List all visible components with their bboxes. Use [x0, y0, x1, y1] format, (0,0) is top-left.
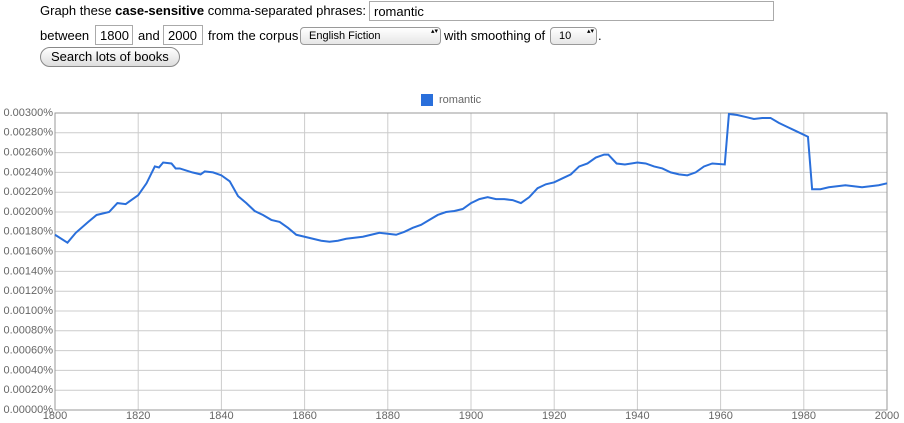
- search-button[interactable]: Search lots of books: [40, 47, 180, 67]
- label-text: between: [40, 28, 90, 43]
- y-tick-label: 0.00300%: [3, 107, 53, 119]
- end-year-input[interactable]: 2000: [163, 25, 203, 45]
- start-year-input[interactable]: 1800: [95, 25, 133, 45]
- y-tick-label: 0.00280%: [3, 127, 53, 139]
- label-text: with smoothing of: [444, 28, 546, 43]
- label-text: .: [598, 28, 602, 43]
- x-tick-label: 1820: [126, 410, 150, 422]
- legend-label: romantic: [439, 94, 482, 106]
- y-tick-label: 0.00220%: [3, 186, 53, 198]
- y-tick-label: 0.00020%: [3, 384, 53, 396]
- y-tick-label: 0.00200%: [3, 206, 53, 218]
- x-tick-label: 1880: [376, 410, 400, 422]
- label-bold: case-sensitive: [115, 3, 205, 18]
- x-tick-label: 1860: [292, 410, 316, 422]
- label-text: from the corpus: [208, 28, 299, 43]
- form-label: Graph these case-sensitive comma-separat…: [40, 1, 366, 21]
- smoothing-select[interactable]: 10: [550, 27, 597, 45]
- line: [54, 112, 888, 245]
- y-tick-label: 0.00040%: [3, 364, 53, 376]
- x-tick-label: 1900: [459, 410, 483, 422]
- corpus-select[interactable]: English Fiction: [300, 27, 441, 45]
- x-tick-label: 1960: [708, 410, 732, 422]
- y-tick-label: 0.00240%: [3, 166, 53, 178]
- x-tick-label: 1800: [43, 410, 67, 422]
- label-text: comma-separated phrases:: [207, 3, 366, 18]
- y-tick-label: 0.00180%: [3, 226, 53, 238]
- y-tick-label: 0.00260%: [3, 147, 53, 159]
- x-tick-label: 1980: [792, 410, 816, 422]
- legend-swatch: [421, 94, 433, 106]
- x-tick-label: 1940: [625, 410, 649, 422]
- y-tick-label: 0.00060%: [3, 345, 53, 357]
- y-tick-label: 0.00000%: [3, 404, 53, 416]
- x-tick-label: 1840: [209, 410, 233, 422]
- y-tick-label: 0.00140%: [3, 265, 53, 277]
- label-text: and: [138, 28, 160, 43]
- label-text: Graph these: [40, 3, 112, 18]
- y-tick-label: 0.00160%: [3, 246, 53, 258]
- y-tick-label: 0.00100%: [3, 305, 53, 317]
- y-tick-label: 0.00120%: [3, 285, 53, 297]
- y-tick-label: 0.00080%: [3, 325, 53, 337]
- x-tick-label: 1920: [542, 410, 566, 422]
- x-tick-label: 2000: [875, 410, 899, 422]
- plot-border: [54, 112, 888, 411]
- phrase-input[interactable]: romantic: [369, 1, 774, 21]
